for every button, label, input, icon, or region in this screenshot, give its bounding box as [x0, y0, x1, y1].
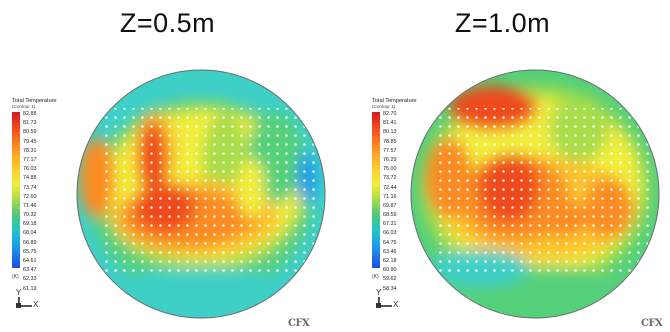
panel-title: Z=0.5m	[119, 8, 216, 38]
legend-tick: 76.29	[383, 156, 397, 163]
triad-x-label: X	[33, 300, 39, 309]
panel-title: Z=1.0m	[454, 8, 551, 38]
legend-tick: 68.04	[23, 230, 37, 237]
legend-unit: (K)	[12, 274, 19, 280]
legend-tick: 71.16	[383, 193, 397, 200]
axis-triad: Y X	[374, 288, 410, 314]
legend-tick: 82.70	[383, 111, 397, 117]
legend-title: Total Temperature	[12, 98, 57, 104]
legend-tick: 69.87	[383, 202, 397, 209]
legend-tick: 72.44	[383, 184, 397, 191]
temperature-contour-plot	[76, 69, 326, 319]
legend-tick: 66.89	[23, 239, 37, 246]
legend-ticks: 82.70 81.41 80.13 78.85 77.57 76.29 75.0…	[383, 110, 397, 294]
legend-tick: 63.46	[383, 248, 397, 255]
legend-tick: 77.57	[383, 147, 397, 154]
triad-origin	[16, 303, 21, 308]
legend-ticks: 82.88 81.73 80.59 79.45 78.31 77.17 76.0…	[23, 110, 37, 294]
legend-tick: 59.62	[383, 276, 397, 283]
legend-tick: 81.41	[383, 120, 397, 127]
legend-tick: 60.90	[383, 267, 397, 274]
legend-tick: 64.75	[383, 239, 397, 246]
legend-tick: 58.34	[383, 285, 397, 292]
triad-y-label: Y	[376, 288, 382, 297]
legend-tick: 64.61	[23, 258, 37, 264]
axis-triad: Y X	[14, 288, 50, 314]
legend-tick: 70.32	[23, 212, 37, 219]
legend-tick: 73.74	[23, 184, 37, 191]
triad-y-axis	[378, 297, 380, 307]
legend-tick: 82.88	[23, 111, 37, 117]
cfx-logo: CFX	[641, 318, 663, 329]
contour-panel-z10: Z=1.0m Total Temperature (Contour 1) 82.…	[335, 0, 670, 332]
legend-tick: 71.46	[23, 202, 37, 209]
legend-tick: 74.88	[23, 175, 37, 182]
legend-tick: 62.18	[383, 258, 397, 264]
legend-tick: 81.73	[23, 120, 37, 127]
legend-tick: 68.59	[383, 212, 397, 219]
triad-origin	[376, 303, 381, 308]
legend-tick: 61.19	[23, 285, 37, 292]
legend-tick: 78.85	[383, 138, 397, 145]
legend-tick: 62.33	[23, 276, 37, 283]
legend-subtitle: (Contour 1)	[372, 104, 396, 109]
legend-tick: 77.17	[23, 156, 37, 163]
legend-tick: 73.72	[383, 175, 397, 182]
legend-color-bar	[12, 112, 20, 268]
legend-title: Total Temperature	[372, 98, 417, 104]
legend-tick: 78.31	[23, 147, 37, 154]
cfx-logo: CFX	[288, 318, 310, 329]
temperature-legend: Total Temperature (Contour 1) 82.88 81.7…	[12, 98, 57, 292]
legend-tick: 65.75	[23, 248, 37, 255]
legend-tick: 80.59	[23, 129, 37, 136]
legend-tick: 63.47	[23, 267, 37, 274]
triad-y-axis	[18, 297, 20, 307]
contour-panel-z05: Z=0.5m Total Temperature (Contour 1) 82.…	[12, 8, 326, 329]
triad-y-label: Y	[16, 288, 22, 297]
legend-tick: 76.03	[23, 166, 37, 173]
legend-tick: 72.60	[23, 193, 37, 200]
temperature-legend: Total Temperature (Contour 1) 82.70 81.4…	[372, 98, 417, 292]
legend-color-bar	[372, 112, 380, 268]
triad-x-label: X	[393, 300, 399, 309]
triad-x-axis	[18, 305, 32, 307]
legend-unit: (K)	[372, 274, 379, 280]
temperature-contour-plot	[410, 69, 660, 319]
triad-x-axis	[378, 305, 392, 307]
legend-tick: 67.31	[383, 221, 397, 228]
legend-subtitle: (Contour 1)	[12, 104, 36, 109]
legend-tick: 75.00	[383, 166, 397, 173]
legend-tick: 80.13	[383, 129, 397, 136]
legend-tick: 66.03	[383, 230, 397, 237]
legend-tick: 79.45	[23, 138, 37, 145]
legend-tick: 69.18	[23, 221, 37, 228]
